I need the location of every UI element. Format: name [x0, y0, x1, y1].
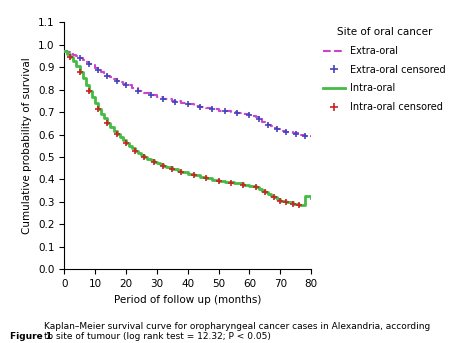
- Text: Kaplan–Meier survival curve for oropharyngeal cancer cases in Alexandria, accord: Kaplan–Meier survival curve for orophary…: [44, 322, 430, 341]
- X-axis label: Period of follow up (months): Period of follow up (months): [114, 295, 261, 305]
- Text: Figure 1: Figure 1: [10, 332, 55, 341]
- Legend: Extra-oral, Extra-oral censored, Intra-oral, Intra-oral censored: Extra-oral, Extra-oral censored, Intra-o…: [323, 27, 445, 112]
- Y-axis label: Cumulative probability of survival: Cumulative probability of survival: [22, 57, 32, 234]
